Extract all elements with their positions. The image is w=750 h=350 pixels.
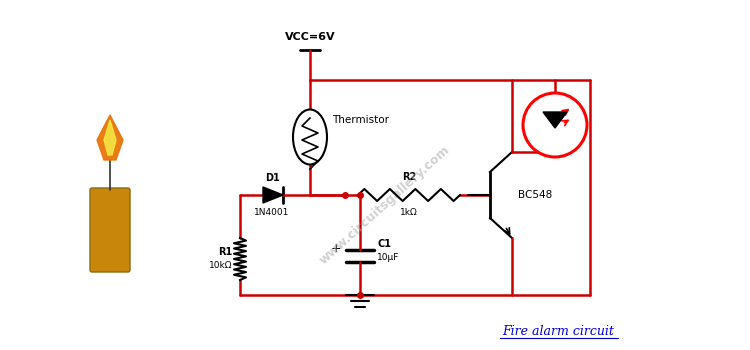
Text: BC548: BC548	[518, 190, 552, 200]
Text: Fire alarm circuit: Fire alarm circuit	[502, 325, 614, 338]
Text: 1kΩ: 1kΩ	[400, 208, 418, 217]
Text: 10kΩ: 10kΩ	[209, 261, 232, 271]
Text: 1N4001: 1N4001	[254, 208, 290, 217]
Ellipse shape	[293, 110, 327, 164]
Polygon shape	[104, 120, 116, 155]
Text: www.circuitsgallery.com: www.circuitsgallery.com	[317, 143, 453, 267]
Polygon shape	[263, 187, 283, 203]
Polygon shape	[543, 112, 567, 128]
Text: VCC=6V: VCC=6V	[285, 32, 335, 42]
Text: 10µF: 10µF	[377, 253, 399, 262]
Text: R1: R1	[217, 247, 232, 257]
Text: R2: R2	[402, 172, 416, 182]
Text: D1: D1	[265, 173, 279, 183]
Text: +: +	[330, 241, 341, 254]
Text: Thermistor: Thermistor	[332, 115, 389, 125]
Circle shape	[523, 93, 587, 157]
FancyBboxPatch shape	[90, 188, 130, 272]
Text: C1: C1	[377, 239, 391, 249]
Polygon shape	[97, 115, 123, 160]
